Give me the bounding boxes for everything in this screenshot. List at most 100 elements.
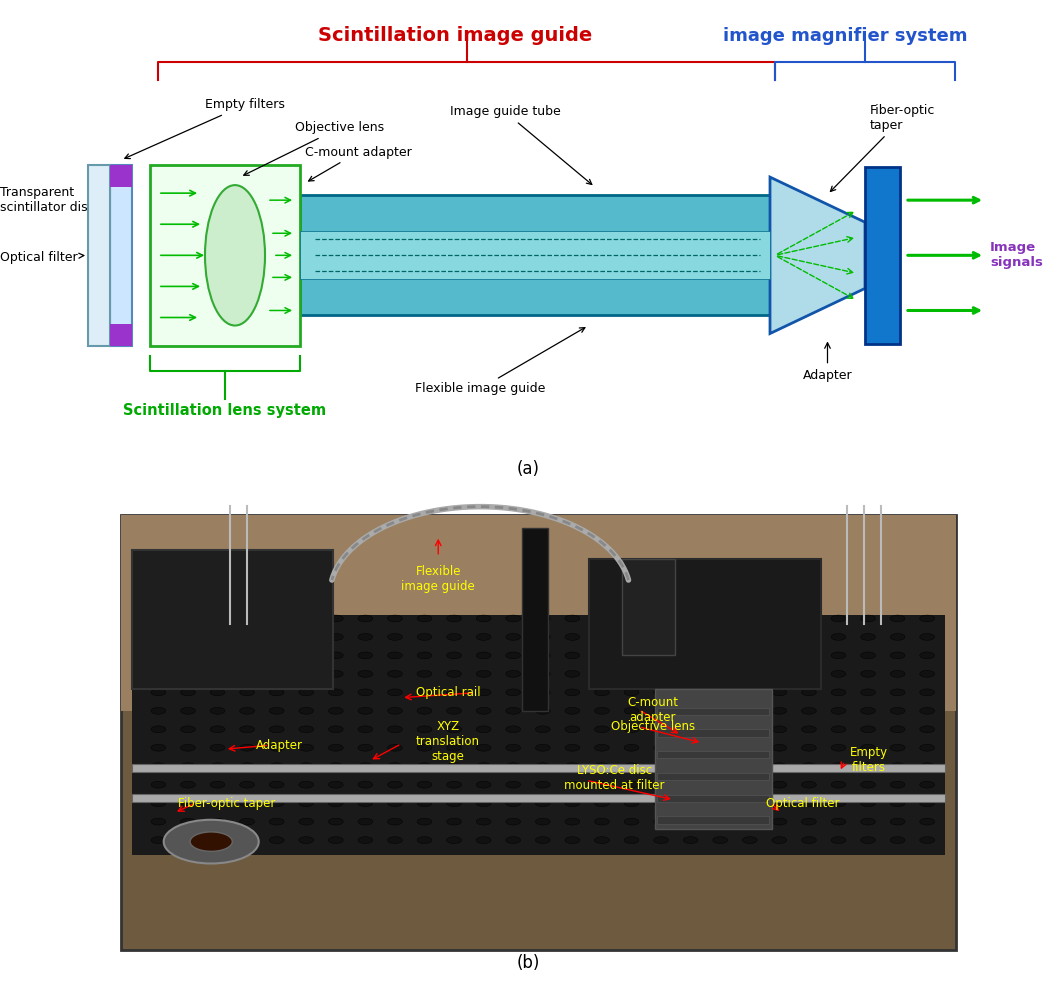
Circle shape (624, 782, 639, 789)
Circle shape (210, 615, 225, 622)
Circle shape (447, 837, 461, 844)
Text: image magnifier system: image magnifier system (722, 27, 967, 45)
Circle shape (742, 837, 757, 844)
Circle shape (742, 671, 757, 678)
Circle shape (565, 744, 580, 751)
Circle shape (181, 782, 195, 789)
Circle shape (831, 671, 846, 678)
Circle shape (181, 763, 195, 770)
Circle shape (476, 615, 491, 622)
Circle shape (742, 782, 757, 789)
Bar (110, 323, 132, 346)
Circle shape (742, 689, 757, 695)
Circle shape (802, 818, 816, 825)
Circle shape (742, 707, 757, 714)
Circle shape (447, 744, 461, 751)
Circle shape (861, 652, 875, 659)
Circle shape (269, 671, 284, 678)
Circle shape (210, 652, 225, 659)
Circle shape (151, 782, 166, 789)
Circle shape (299, 652, 314, 659)
Circle shape (328, 689, 343, 695)
Circle shape (210, 782, 225, 789)
Circle shape (861, 799, 875, 806)
Circle shape (831, 818, 846, 825)
Circle shape (595, 615, 609, 622)
Circle shape (417, 837, 432, 844)
Circle shape (624, 818, 639, 825)
Circle shape (269, 744, 284, 751)
Bar (865, 167, 900, 344)
Circle shape (240, 707, 254, 714)
Circle shape (890, 689, 905, 695)
Circle shape (861, 782, 875, 789)
Circle shape (151, 615, 166, 622)
Circle shape (535, 837, 550, 844)
Circle shape (476, 837, 491, 844)
Circle shape (358, 818, 373, 825)
Circle shape (831, 615, 846, 622)
Circle shape (683, 652, 698, 659)
Circle shape (506, 633, 521, 640)
Text: Fiber-optic taper: Fiber-optic taper (178, 796, 276, 809)
Circle shape (654, 689, 668, 695)
Circle shape (240, 652, 254, 659)
Circle shape (890, 633, 905, 640)
Circle shape (181, 689, 195, 695)
Circle shape (417, 782, 432, 789)
Circle shape (890, 782, 905, 789)
Circle shape (772, 818, 787, 825)
Bar (522, 528, 548, 711)
Circle shape (476, 707, 491, 714)
Circle shape (476, 726, 491, 733)
Circle shape (358, 671, 373, 678)
Circle shape (328, 763, 343, 770)
Circle shape (802, 707, 816, 714)
Circle shape (269, 726, 284, 733)
Circle shape (417, 689, 432, 695)
Circle shape (772, 689, 787, 695)
Circle shape (328, 671, 343, 678)
Circle shape (388, 782, 402, 789)
Circle shape (713, 689, 728, 695)
Circle shape (358, 652, 373, 659)
Circle shape (683, 633, 698, 640)
Circle shape (831, 633, 846, 640)
Circle shape (447, 782, 461, 789)
Circle shape (210, 799, 225, 806)
Circle shape (299, 799, 314, 806)
Circle shape (565, 782, 580, 789)
Circle shape (388, 837, 402, 844)
Circle shape (890, 763, 905, 770)
Text: Optical filter: Optical filter (0, 250, 83, 264)
Circle shape (240, 763, 254, 770)
Circle shape (920, 837, 935, 844)
Circle shape (861, 818, 875, 825)
Circle shape (742, 799, 757, 806)
Circle shape (595, 671, 609, 678)
Circle shape (535, 818, 550, 825)
Circle shape (240, 837, 254, 844)
Circle shape (861, 615, 875, 622)
Circle shape (476, 689, 491, 695)
Circle shape (831, 707, 846, 714)
Circle shape (210, 671, 225, 678)
Circle shape (151, 799, 166, 806)
Circle shape (772, 652, 787, 659)
Circle shape (417, 799, 432, 806)
Circle shape (269, 707, 284, 714)
Text: Adapter: Adapter (257, 738, 303, 752)
Circle shape (476, 671, 491, 678)
Text: Empty filters: Empty filters (125, 98, 285, 159)
Circle shape (447, 615, 461, 622)
Circle shape (240, 726, 254, 733)
Circle shape (388, 671, 402, 678)
Circle shape (269, 689, 284, 695)
Circle shape (299, 671, 314, 678)
Circle shape (151, 633, 166, 640)
Bar (150, 165, 300, 346)
Circle shape (920, 782, 935, 789)
Text: Empty
filters: Empty filters (850, 746, 888, 775)
Circle shape (831, 689, 846, 695)
Circle shape (920, 744, 935, 751)
